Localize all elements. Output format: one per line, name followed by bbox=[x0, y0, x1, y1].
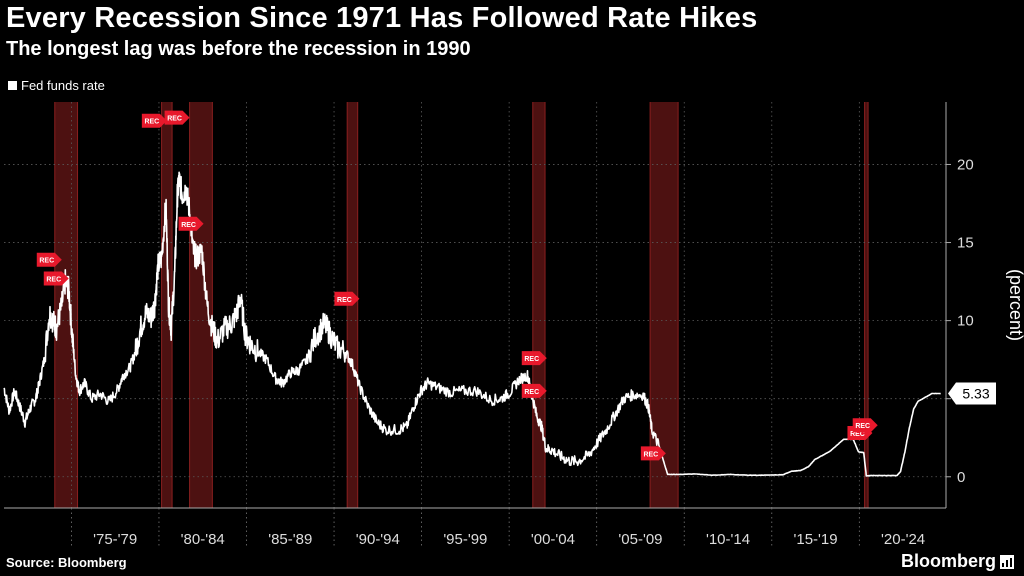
rec-marker-shape bbox=[521, 351, 547, 366]
brand-name: Bloomberg bbox=[900, 551, 996, 571]
y-axis: 05101520 bbox=[945, 102, 974, 508]
rec-marker-shape bbox=[36, 252, 62, 267]
rec-marker-label: REC bbox=[144, 119, 159, 126]
recession-bands bbox=[54, 102, 869, 508]
rec-marker-label: REC bbox=[524, 389, 539, 396]
chart-subtitle: The longest lag was before the recession… bbox=[6, 38, 471, 60]
recession-band bbox=[161, 102, 173, 508]
x-tick-label: '20-'24 bbox=[881, 531, 925, 548]
x-tick-label: '95-'99 bbox=[443, 531, 487, 548]
rec-marker-label: REC bbox=[855, 423, 870, 430]
series-line-fed-funds bbox=[3, 171, 941, 477]
rec-marker: REC bbox=[852, 418, 878, 433]
rec-marker-label: REC bbox=[39, 258, 54, 265]
source-note: Source: Bloomberg bbox=[6, 555, 127, 570]
y-tick-label: 10 bbox=[957, 313, 974, 330]
rec-marker-label: REC bbox=[850, 431, 865, 438]
recession-band bbox=[189, 102, 213, 508]
x-tick-label: '75-'79 bbox=[93, 531, 137, 548]
rec-marker: REC bbox=[36, 252, 62, 267]
rec-marker-shape bbox=[640, 446, 666, 461]
x-tick-label: '15-'19 bbox=[794, 531, 838, 548]
rec-marker: REC bbox=[178, 216, 204, 231]
rec-marker-label: REC bbox=[167, 116, 182, 123]
rec-marker: REC bbox=[164, 110, 190, 125]
legend-swatch bbox=[8, 81, 17, 90]
x-axis: '75-'79 '80-'84 '85-'89 '90-'94 '95-'99 '00-'… bbox=[4, 507, 946, 548]
recession-band bbox=[532, 102, 546, 508]
y-tick-label: 0 bbox=[957, 469, 965, 486]
recession-band bbox=[864, 102, 869, 508]
last-value-badge bbox=[948, 382, 996, 405]
x-tick-label: '00-'04 bbox=[531, 531, 575, 548]
recession-band bbox=[650, 102, 679, 508]
x-tick-label: '90-'94 bbox=[356, 531, 400, 548]
legend-label: Fed funds rate bbox=[21, 78, 105, 93]
y-tick-label: 20 bbox=[957, 156, 974, 173]
rec-marker-label: REC bbox=[46, 276, 61, 283]
y-axis-label: (percent) bbox=[1006, 269, 1024, 341]
rec-marker: REC bbox=[521, 383, 547, 398]
rec-marker-shape bbox=[43, 271, 69, 286]
bar-chart-icon bbox=[1000, 554, 1014, 569]
x-tick-label: '05-'09 bbox=[618, 531, 662, 548]
y-tick-label: 15 bbox=[957, 235, 974, 252]
x-tick-label: '10-'14 bbox=[706, 531, 750, 548]
rec-marker-shape bbox=[852, 418, 878, 433]
grid-lines bbox=[4, 102, 946, 508]
rec-marker: REC bbox=[141, 113, 167, 128]
rec-marker: REC bbox=[334, 291, 360, 306]
rec-marker: REC bbox=[640, 446, 666, 461]
series-lines bbox=[3, 171, 941, 477]
rec-marker-shape bbox=[141, 113, 167, 128]
last-value: 5.33 bbox=[948, 382, 996, 405]
rec-marker-label: REC bbox=[337, 297, 352, 304]
rec-marker-label: REC bbox=[524, 356, 539, 363]
brand-logo: Bloomberg bbox=[901, 551, 1014, 572]
rec-marker-shape bbox=[178, 216, 204, 231]
rec-marker-label: REC bbox=[181, 222, 196, 229]
last-value-label: 5.33 bbox=[962, 386, 989, 402]
rec-marker-shape bbox=[334, 291, 360, 306]
x-tick-label: '85-'89 bbox=[268, 531, 312, 548]
chart-title: Every Recession Since 1971 Has Followed … bbox=[6, 2, 758, 34]
rec-marker-label: REC bbox=[643, 451, 658, 458]
recession-band bbox=[54, 102, 78, 508]
rec-marker: REC bbox=[521, 351, 547, 366]
rec-marker-shape bbox=[521, 383, 547, 398]
legend: Fed funds rate bbox=[8, 78, 105, 93]
rec-marker-shape bbox=[164, 110, 190, 125]
x-tick-label: '80-'84 bbox=[181, 531, 225, 548]
rec-marker: REC bbox=[43, 271, 69, 286]
